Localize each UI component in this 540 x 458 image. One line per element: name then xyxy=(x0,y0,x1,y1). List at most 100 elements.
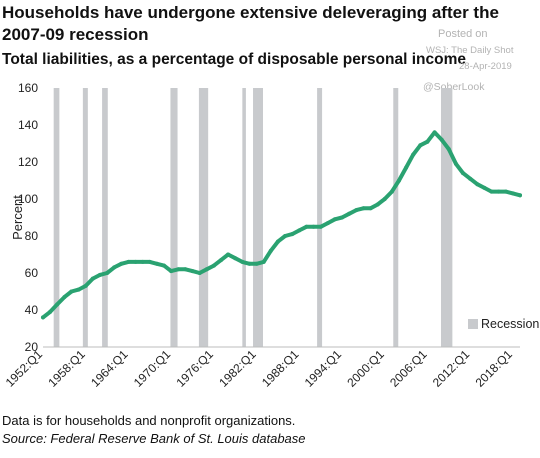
series-point xyxy=(162,263,166,268)
chart-subtitle: Total liabilities, as a percentage of di… xyxy=(2,51,466,68)
series-point xyxy=(290,232,295,237)
series-point xyxy=(325,221,330,226)
legend: Recession xyxy=(468,317,539,331)
recession-band xyxy=(253,88,263,347)
series-point xyxy=(275,239,280,244)
x-tick-label: 1994:Q1 xyxy=(302,347,345,390)
series-point xyxy=(354,208,359,213)
recession-band xyxy=(242,88,246,347)
y-tick-label: 100 xyxy=(18,192,38,206)
x-tick-label: 2000:Q1 xyxy=(344,347,387,390)
series-point xyxy=(461,171,465,176)
y-tick-label: 160 xyxy=(18,81,38,95)
series-point xyxy=(425,139,430,144)
series-point xyxy=(446,147,451,152)
series-point xyxy=(154,261,159,266)
recession-band xyxy=(102,88,108,347)
series-point xyxy=(389,189,394,194)
recession-band xyxy=(170,88,178,347)
x-tick-label: 1982:Q1 xyxy=(216,347,259,390)
series-point xyxy=(297,228,302,233)
series-point xyxy=(432,130,437,135)
series-point xyxy=(48,309,53,314)
series-point xyxy=(361,206,366,211)
series-point xyxy=(347,211,352,216)
series-point xyxy=(190,269,195,274)
series-point xyxy=(233,256,238,261)
series-point xyxy=(90,276,95,281)
series-point xyxy=(240,259,245,264)
series-point xyxy=(226,252,231,257)
series-point xyxy=(475,182,480,187)
series-point xyxy=(211,263,216,268)
series-point xyxy=(126,259,131,264)
legend-label-recession: Recession xyxy=(481,317,539,331)
series-point xyxy=(268,248,273,253)
series-points xyxy=(41,130,522,320)
series-point xyxy=(318,224,323,229)
x-tick-label: 1988:Q1 xyxy=(259,347,302,390)
watermark-date: 28-Apr-2019 xyxy=(459,61,512,72)
series-point xyxy=(55,302,60,307)
series-point xyxy=(219,258,223,263)
series-point xyxy=(503,189,508,194)
series-point xyxy=(76,287,81,292)
series-point xyxy=(197,271,202,275)
chart-title: Households have undergone extensive dele… xyxy=(2,3,499,44)
series-point xyxy=(482,185,487,190)
series-point xyxy=(62,295,67,300)
series-point xyxy=(147,259,152,264)
series-point xyxy=(311,224,316,229)
series-point xyxy=(169,269,174,274)
recession-bands xyxy=(53,88,453,347)
y-tick-label: 80 xyxy=(25,229,39,243)
recession-band xyxy=(53,88,60,347)
watermark-source: WSJ: The Daily Shot xyxy=(426,45,514,56)
recession-band xyxy=(393,88,399,347)
series-point xyxy=(119,261,124,266)
watermark-posted: Posted on xyxy=(438,28,488,40)
series-point xyxy=(368,206,373,211)
x-tick-label: 1976:Q1 xyxy=(174,347,217,390)
series-point xyxy=(489,189,494,194)
line-chart: 20 40 60 80 100 120 140 160 1952:Q1 1958:Q1 1964:… xyxy=(3,81,540,390)
recession-band xyxy=(440,88,453,347)
recession-band xyxy=(317,88,323,347)
x-tick-label: 1964:Q1 xyxy=(88,347,131,390)
series-point xyxy=(404,165,409,170)
x-tick-label: 1970:Q1 xyxy=(131,347,174,390)
source-note: Source: Federal Reserve Bank of St. Loui… xyxy=(2,431,306,446)
series-point xyxy=(375,202,380,207)
y-tick-label: 40 xyxy=(25,303,39,317)
series-point xyxy=(411,152,416,157)
series-point xyxy=(105,271,110,275)
series-point xyxy=(382,197,387,201)
series-point xyxy=(112,265,117,270)
series-point xyxy=(468,176,473,181)
series-point xyxy=(98,272,102,277)
series-point xyxy=(518,193,522,198)
recession-band xyxy=(198,88,209,347)
series-point xyxy=(283,234,288,238)
series-point xyxy=(83,283,88,288)
series-point xyxy=(254,261,259,266)
series-point xyxy=(332,217,337,222)
series-point xyxy=(453,161,458,166)
series-point xyxy=(176,267,181,272)
y-tick-label: 60 xyxy=(25,266,39,280)
series-point xyxy=(133,259,138,264)
x-tick-label: 2006:Q1 xyxy=(387,347,430,390)
series-point xyxy=(261,259,266,264)
x-axis-ticks: 1952:Q1 1958:Q1 1964:Q1 1970:Q1 1976:Q1 1982:… xyxy=(3,347,516,390)
legend-swatch-recession xyxy=(468,319,478,329)
series-point xyxy=(496,189,501,194)
footnote: Data is for households and nonprofit org… xyxy=(2,413,296,428)
y-tick-label: 20 xyxy=(25,340,39,354)
series-point xyxy=(41,315,45,320)
series-point xyxy=(418,143,423,148)
series-point xyxy=(304,224,309,229)
series-point xyxy=(204,267,209,272)
recession-band xyxy=(82,88,88,347)
series-point xyxy=(247,261,252,266)
series-point xyxy=(140,259,145,264)
